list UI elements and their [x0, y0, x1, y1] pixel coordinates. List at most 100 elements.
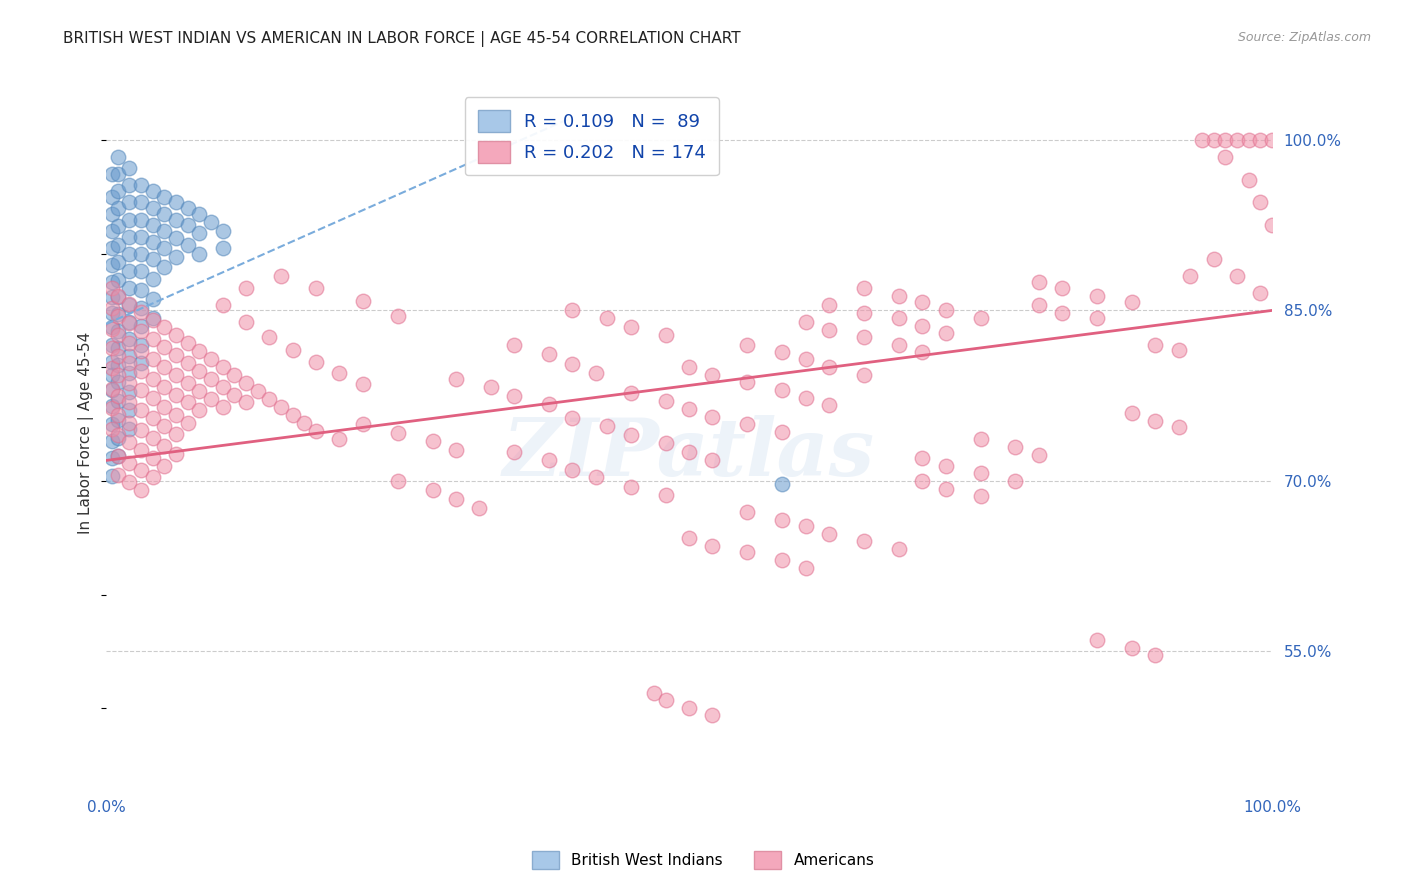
- Point: [188, 403, 211, 417]
- Point: [737, 505, 759, 519]
- Point: [101, 469, 124, 483]
- Point: [129, 462, 152, 476]
- Point: [211, 400, 233, 414]
- Point: [654, 693, 676, 707]
- Point: [165, 230, 187, 244]
- Point: [1144, 648, 1167, 662]
- Point: [101, 354, 124, 368]
- Point: [1261, 218, 1284, 232]
- Point: [118, 281, 141, 295]
- Point: [142, 292, 165, 306]
- Point: [142, 332, 165, 346]
- Point: [1121, 640, 1143, 655]
- Point: [678, 402, 700, 417]
- Point: [678, 445, 700, 459]
- Point: [107, 431, 129, 445]
- Point: [142, 470, 165, 484]
- Point: [1237, 172, 1260, 186]
- Point: [224, 368, 246, 383]
- Point: [737, 375, 759, 389]
- Point: [387, 309, 409, 323]
- Point: [1085, 632, 1108, 647]
- Point: [259, 329, 281, 343]
- Point: [107, 201, 129, 215]
- Point: [737, 545, 759, 559]
- Point: [422, 434, 444, 449]
- Point: [1085, 288, 1108, 302]
- Point: [107, 254, 129, 268]
- Point: [270, 400, 292, 414]
- Point: [468, 501, 491, 516]
- Legend: R = 0.109   N =  89, R = 0.202   N = 174: R = 0.109 N = 89, R = 0.202 N = 174: [465, 97, 718, 176]
- Point: [101, 281, 124, 295]
- Point: [118, 296, 141, 310]
- Point: [1261, 133, 1284, 147]
- Point: [118, 422, 141, 436]
- Point: [444, 443, 467, 458]
- Point: [702, 539, 724, 553]
- Point: [101, 382, 124, 396]
- Point: [118, 356, 141, 370]
- Point: [305, 354, 328, 368]
- Point: [678, 701, 700, 715]
- Point: [211, 224, 233, 238]
- Point: [107, 237, 129, 252]
- Point: [101, 337, 124, 351]
- Point: [129, 324, 152, 338]
- Point: [246, 384, 269, 398]
- Point: [176, 218, 198, 232]
- Point: [142, 352, 165, 367]
- Point: [211, 298, 233, 312]
- Point: [1237, 133, 1260, 147]
- Point: [188, 344, 211, 359]
- Point: [235, 395, 257, 409]
- Point: [1180, 269, 1202, 284]
- Point: [101, 401, 124, 416]
- Point: [387, 474, 409, 488]
- Point: [596, 311, 619, 326]
- Point: [165, 250, 187, 264]
- Point: [1249, 286, 1271, 301]
- Point: [118, 336, 141, 351]
- Point: [142, 201, 165, 215]
- Point: [176, 376, 198, 391]
- Point: [1050, 306, 1073, 320]
- Point: [352, 294, 374, 309]
- Point: [200, 352, 222, 367]
- Point: [118, 316, 141, 330]
- Point: [211, 379, 233, 393]
- Point: [165, 328, 187, 343]
- Point: [107, 349, 129, 363]
- Point: [101, 306, 124, 320]
- Point: [101, 422, 124, 436]
- Point: [101, 368, 124, 383]
- Point: [118, 475, 141, 489]
- Point: [934, 459, 956, 474]
- Point: [887, 311, 910, 326]
- Point: [188, 364, 211, 378]
- Point: [107, 324, 129, 338]
- Point: [620, 320, 643, 334]
- Point: [129, 364, 152, 378]
- Point: [107, 307, 129, 321]
- Point: [129, 212, 152, 227]
- Point: [887, 288, 910, 302]
- Point: [118, 416, 141, 430]
- Point: [1226, 133, 1249, 147]
- Point: [118, 246, 141, 260]
- Point: [561, 462, 583, 476]
- Point: [818, 360, 841, 375]
- Point: [107, 288, 129, 302]
- Point: [538, 346, 561, 360]
- Point: [101, 241, 124, 255]
- Text: Source: ZipAtlas.com: Source: ZipAtlas.com: [1237, 31, 1371, 45]
- Point: [129, 356, 152, 370]
- Point: [129, 283, 152, 297]
- Point: [129, 304, 152, 318]
- Point: [188, 226, 211, 240]
- Point: [107, 449, 129, 463]
- Point: [176, 237, 198, 252]
- Point: [165, 447, 187, 461]
- Point: [107, 328, 129, 343]
- Point: [101, 207, 124, 221]
